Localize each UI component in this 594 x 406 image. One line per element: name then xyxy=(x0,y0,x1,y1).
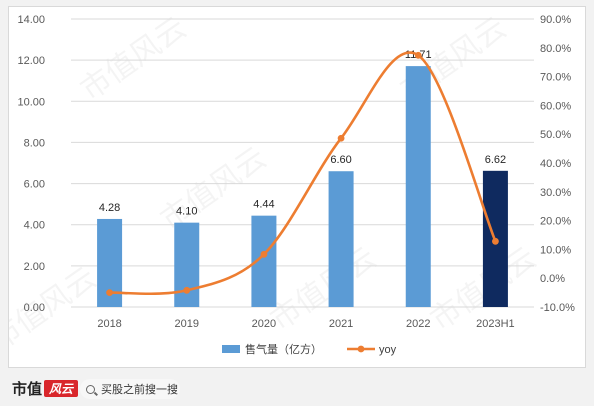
x-tick-label: 2018 xyxy=(97,318,121,330)
y-right-tick-label: -10.0% xyxy=(540,302,575,314)
y-left-tick-label: 0.00 xyxy=(24,302,45,314)
y-left-tick-label: 6.00 xyxy=(24,179,45,191)
y-right-tick-label: 20.0% xyxy=(540,216,571,228)
y-right-tick-label: 80.0% xyxy=(540,43,571,55)
y-right-tick-label: 90.0% xyxy=(540,14,571,26)
x-tick-label: 2019 xyxy=(175,318,199,330)
y-right-tick-label: 40.0% xyxy=(540,158,571,170)
legend-bar-swatch xyxy=(222,345,240,353)
chart-card: 市值风云市值风云市值风云市值风云市值风云市值风云0.002.004.006.00… xyxy=(8,6,586,368)
y-right-tick-label: 50.0% xyxy=(540,129,571,141)
y-right-tick-label: 0.0% xyxy=(540,273,565,285)
legend-line-label: yoy xyxy=(379,344,397,356)
watermark-5: 市值风云 xyxy=(74,10,192,107)
y-left-tick-label: 8.00 xyxy=(24,137,45,149)
logo-mark: 风云 xyxy=(44,380,79,397)
chart: 市值风云市值风云市值风云市值风云市值风云市值风云0.002.004.006.00… xyxy=(9,10,575,357)
search-box[interactable]: 买股之前搜一搜 xyxy=(80,379,180,399)
watermark-4: 市值风云 xyxy=(264,240,382,337)
x-tick-label: 2022 xyxy=(406,318,430,330)
yoy-point-2020 xyxy=(260,250,268,258)
bar-value-label: 4.28 xyxy=(99,202,120,214)
footer: 市值 风云 买股之前搜一搜 xyxy=(0,370,594,406)
logo-text: 市值 xyxy=(12,380,43,398)
search-icon xyxy=(86,384,95,394)
y-right-tick-label: 70.0% xyxy=(540,72,571,84)
y-left-tick-label: 12.00 xyxy=(17,55,45,67)
yoy-point-2023H1 xyxy=(492,237,499,245)
y-left-tick-label: 10.00 xyxy=(17,96,45,108)
yoy-point-2019 xyxy=(183,286,191,294)
x-tick-label: 2020 xyxy=(252,318,276,330)
brand-logo: 市值 风云 xyxy=(12,378,79,399)
yoy-point-2018 xyxy=(106,289,113,296)
y-left-tick-label: 2.00 xyxy=(24,261,45,273)
search-text: 买股之前搜一搜 xyxy=(101,383,178,396)
y-left-tick-label: 4.00 xyxy=(24,220,45,232)
x-tick-label: 2023H1 xyxy=(476,318,515,330)
bar-2021 xyxy=(328,171,354,307)
y-left-tick-label: 14.00 xyxy=(17,14,45,26)
yoy-point-2022 xyxy=(414,51,422,59)
y-right-tick-label: 30.0% xyxy=(540,187,571,199)
bar-2022 xyxy=(405,66,431,307)
bar-value-label: 6.60 xyxy=(330,154,351,166)
y-right-tick-label: 60.0% xyxy=(540,100,571,112)
x-tick-label: 2021 xyxy=(329,318,353,330)
bar-value-label: 6.62 xyxy=(485,154,506,166)
bar-value-label: 4.10 xyxy=(176,206,197,218)
bar-value-label: 4.44 xyxy=(253,199,274,211)
legend-line-marker xyxy=(357,345,365,353)
yoy-point-2021 xyxy=(337,134,345,142)
bar-2019 xyxy=(174,222,200,307)
legend-bar-label: 售气量（亿方） xyxy=(245,342,322,356)
y-right-tick-label: 10.0% xyxy=(540,244,571,256)
